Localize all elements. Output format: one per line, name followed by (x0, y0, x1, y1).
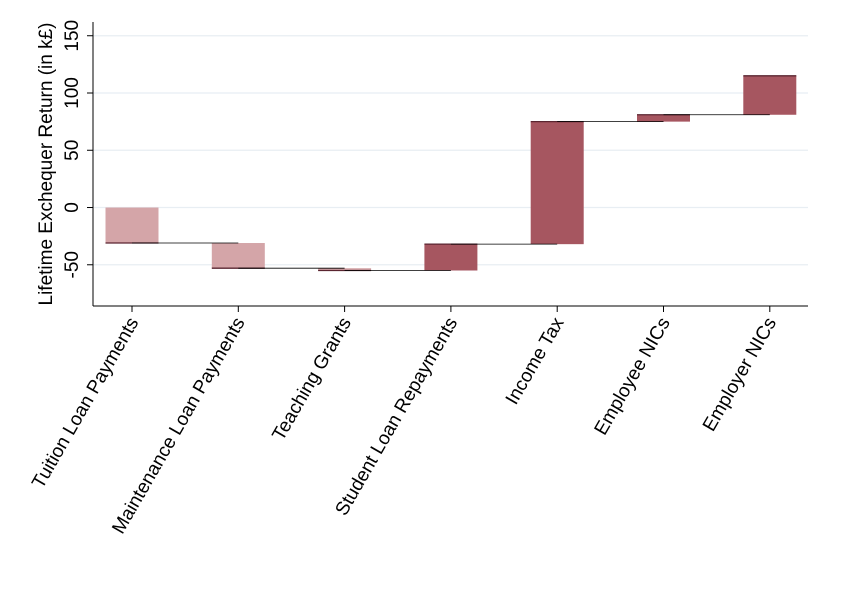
y-tick-label: 100 (62, 77, 83, 109)
bar-income-tax (530, 121, 584, 245)
bar-tuition-loan-payments (105, 207, 159, 244)
bar-maintenance-loan-payments (211, 243, 265, 269)
y-tick-label: 50 (62, 140, 83, 161)
bar-student-loan-repayments (424, 244, 478, 271)
bars (105, 75, 797, 272)
x-tick-label: Teaching Grants (269, 314, 356, 444)
bar-employee-nics (637, 114, 690, 122)
bar-employer-nics (743, 75, 797, 115)
x-tick-label: Income Tax (502, 314, 569, 409)
bar-teaching-grants (318, 268, 372, 271)
x-tick-label: Student Loan Repayments (332, 314, 463, 519)
gridlines (93, 35, 808, 266)
y-tick-label: 150 (62, 20, 83, 52)
y-ticks: -50 0 50 100 150 (62, 20, 93, 279)
connectors (132, 114, 770, 271)
x-tick-label: Employee NICs (591, 314, 675, 439)
x-tick-label: Tuition Loan Payments (28, 314, 143, 492)
y-axis-title: Lifetime Exchequer Return (in k£) (36, 22, 57, 305)
y-tick-label: 0 (62, 202, 83, 213)
x-tick-label: Employer NICs (699, 314, 781, 435)
y-tick-label: -50 (62, 251, 83, 278)
